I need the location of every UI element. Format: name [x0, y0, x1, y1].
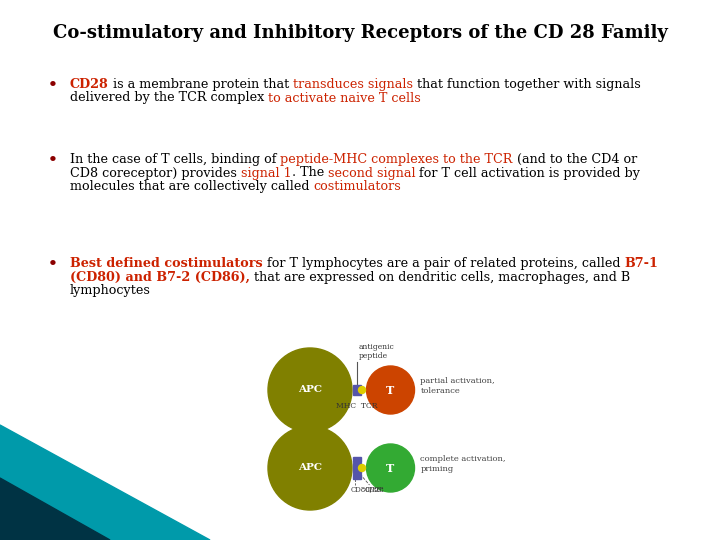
Circle shape [366, 444, 415, 492]
Text: lymphocytes: lymphocytes [70, 284, 151, 297]
Text: delivered by the TCR complex: delivered by the TCR complex [70, 91, 269, 105]
Text: •: • [48, 257, 58, 271]
Text: complete activation,
priming: complete activation, priming [420, 455, 506, 472]
Text: CD28: CD28 [70, 78, 109, 91]
Text: partial activation,
tolerance: partial activation, tolerance [420, 377, 495, 395]
Text: to activate naive T cells: to activate naive T cells [269, 91, 421, 105]
Circle shape [268, 348, 352, 432]
Text: T: T [387, 462, 395, 474]
FancyBboxPatch shape [353, 385, 361, 395]
Text: . The: . The [292, 166, 328, 179]
FancyBboxPatch shape [353, 474, 361, 479]
Text: APC: APC [298, 386, 322, 395]
Text: CD28: CD28 [365, 486, 384, 494]
Text: that function together with signals: that function together with signals [413, 78, 641, 91]
Text: MHC  TCR: MHC TCR [336, 402, 378, 410]
Text: peptide-MHC complexes to the TCR: peptide-MHC complexes to the TCR [281, 153, 513, 166]
Polygon shape [0, 478, 110, 540]
Text: •: • [48, 153, 58, 167]
Text: (and to the CD4 or: (and to the CD4 or [513, 153, 637, 166]
Text: antigenic
peptide: antigenic peptide [359, 343, 395, 360]
Text: costimulators: costimulators [313, 180, 401, 193]
Text: T: T [387, 384, 395, 395]
Text: is a membrane protein that: is a membrane protein that [109, 78, 293, 91]
Text: for T lymphocytes are a pair of related proteins, called: for T lymphocytes are a pair of related … [263, 257, 624, 270]
Text: molecules that are collectively called: molecules that are collectively called [70, 180, 313, 193]
Text: second signal: second signal [328, 166, 415, 179]
Circle shape [268, 426, 352, 510]
Text: In the case of T cells, binding of: In the case of T cells, binding of [70, 153, 281, 166]
Text: (CD80) and B7-2 (CD86),: (CD80) and B7-2 (CD86), [70, 271, 250, 284]
Circle shape [359, 464, 366, 471]
Text: transduces signals: transduces signals [293, 78, 413, 91]
Polygon shape [0, 425, 210, 540]
Text: B7-1: B7-1 [624, 257, 658, 270]
Circle shape [366, 366, 415, 414]
Text: Co-stimulatory and Inhibitory Receptors of the CD 28 Family: Co-stimulatory and Inhibitory Receptors … [53, 24, 667, 42]
Text: that are expressed on dendritic cells, macrophages, and B: that are expressed on dendritic cells, m… [250, 271, 630, 284]
Text: signal 1: signal 1 [241, 166, 292, 179]
Text: for T cell activation is provided by: for T cell activation is provided by [415, 166, 640, 179]
FancyBboxPatch shape [353, 463, 361, 473]
Text: Best defined costimulators: Best defined costimulators [70, 257, 263, 270]
Text: CD8 coreceptor) provides: CD8 coreceptor) provides [70, 166, 241, 179]
Text: APC: APC [298, 463, 322, 472]
Circle shape [359, 387, 366, 394]
Text: CD80/86: CD80/86 [351, 486, 382, 494]
FancyBboxPatch shape [353, 457, 361, 462]
Text: •: • [48, 78, 58, 92]
